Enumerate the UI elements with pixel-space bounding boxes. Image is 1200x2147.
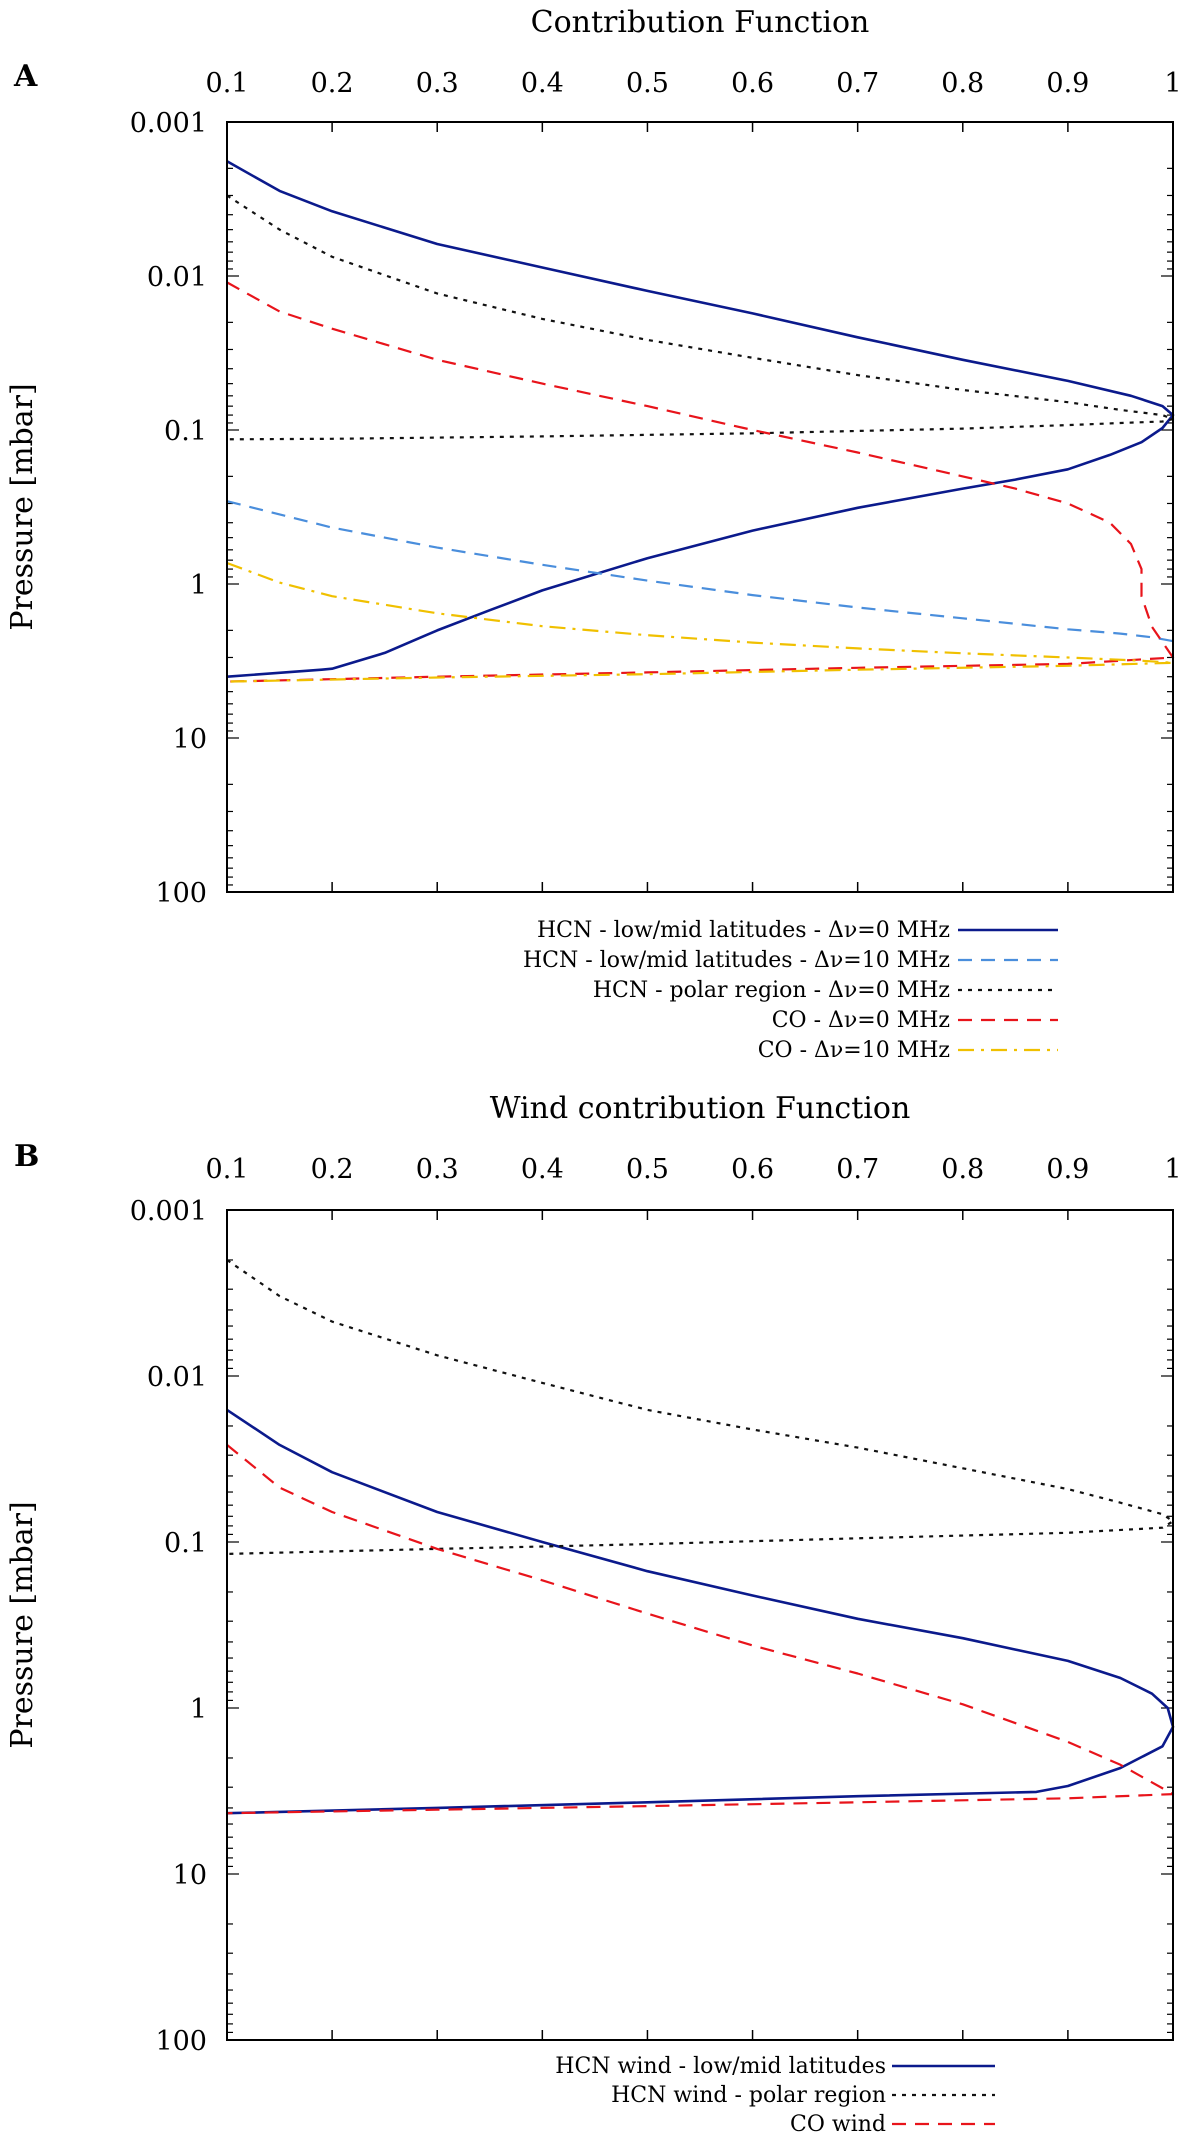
y-tick-label: 1 xyxy=(190,570,207,601)
y-tick-label: 0.1 xyxy=(164,416,207,447)
y-tick-label: 10 xyxy=(173,1860,207,1891)
x-tick-label: 0.1 xyxy=(206,1154,249,1185)
x-tick-label: 0.8 xyxy=(941,68,984,99)
panel-letter: B xyxy=(14,1139,39,1174)
y-axis-label: Pressure [mbar] xyxy=(5,383,40,630)
x-tick-label: 0.1 xyxy=(206,68,249,99)
x-tick-label: 0.9 xyxy=(1046,68,1089,99)
y-tick-label: 1 xyxy=(190,1694,207,1725)
plot-frame xyxy=(226,121,1174,893)
legend: HCN wind - low/mid latitudes HCN wind - p… xyxy=(555,2054,995,2137)
legend-label: HCN - low/mid latitudes - Δν=10 MHz xyxy=(523,948,950,973)
x-tick-label: 0.2 xyxy=(311,1154,354,1185)
series-line-4 xyxy=(226,281,1175,683)
chart-title: Wind contribution Function xyxy=(490,1091,911,1126)
legend-label: HCN wind - low/mid latitudes xyxy=(555,2054,886,2079)
x-tick-label: 0.3 xyxy=(416,1154,459,1185)
x-tick-label: 0.7 xyxy=(836,68,879,99)
legend-label: CO - Δν=0 MHz xyxy=(772,1008,950,1033)
x-tick-label: 0.2 xyxy=(311,68,354,99)
x-tick-label: 0.8 xyxy=(941,1154,984,1185)
y-tick-label: 10 xyxy=(173,724,207,755)
y-axis-label: Pressure [mbar] xyxy=(5,1501,40,1748)
x-tick-label: 1 xyxy=(1164,68,1181,99)
x-tick-label: 0.7 xyxy=(836,1154,879,1185)
x-tick-label: 0.3 xyxy=(416,68,459,99)
x-tick-label: 0.4 xyxy=(521,1154,564,1185)
series-line-3 xyxy=(226,194,1175,441)
y-tick-label: 100 xyxy=(155,878,207,909)
chart-panel-b: B Wind contribution Function Pressure [mba… xyxy=(5,1091,1182,2137)
y-tick-label: 0.001 xyxy=(130,1196,207,1227)
y-tick-label: 100 xyxy=(155,2026,207,2057)
series-line-2 xyxy=(226,500,1174,643)
x-tick-label: 0.6 xyxy=(731,68,774,99)
panel-letter: A xyxy=(13,59,38,94)
legend-label: HCN - polar region - Δν=0 MHz xyxy=(593,978,950,1003)
series-line-5 xyxy=(226,561,1175,683)
series-line-3 xyxy=(226,1444,1175,1815)
legend: HCN - low/mid latitudes - Δν=0 MHz HCN - … xyxy=(523,918,1058,1063)
series-line-2 xyxy=(226,1259,1175,1555)
x-tick-label: 0.4 xyxy=(521,68,564,99)
chart-title: Contribution Function xyxy=(531,5,870,40)
series-line-1 xyxy=(226,1408,1175,1815)
plot-frame xyxy=(226,1209,1174,2041)
legend-label: CO - Δν=10 MHz xyxy=(758,1038,950,1063)
x-tick-label: 0.6 xyxy=(731,1154,774,1185)
series-line-1 xyxy=(226,160,1175,678)
legend-label: CO wind xyxy=(790,2112,886,2137)
chart-panel-a: A Contribution Function Pressure [mbar] 0.1… xyxy=(5,5,1182,1063)
y-tick-label: 0.1 xyxy=(164,1528,207,1559)
y-tick-label: 0.001 xyxy=(130,108,207,139)
x-tick-label: 0.5 xyxy=(626,68,669,99)
x-tick-label: 1 xyxy=(1164,1154,1181,1185)
legend-label: HCN - low/mid latitudes - Δν=0 MHz xyxy=(537,918,950,943)
y-tick-label: 0.01 xyxy=(147,1362,207,1393)
legend-label: HCN wind - polar region xyxy=(611,2083,886,2108)
y-tick-label: 0.01 xyxy=(147,262,207,293)
x-tick-label: 0.5 xyxy=(626,1154,669,1185)
x-tick-label: 0.9 xyxy=(1046,1154,1089,1185)
